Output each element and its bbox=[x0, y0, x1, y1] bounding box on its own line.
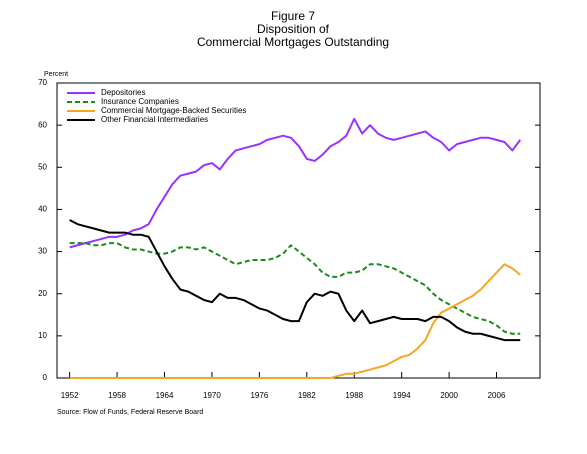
chart-title: Commercial Mortgages Outstanding bbox=[197, 35, 389, 49]
y-tick-label: 60 bbox=[38, 120, 47, 129]
x-tick-label: 2000 bbox=[440, 391, 458, 400]
series-line bbox=[69, 219, 521, 342]
x-tick-label: 1958 bbox=[108, 391, 126, 400]
series-line bbox=[69, 263, 521, 379]
legend-label: Insurance Companies bbox=[101, 97, 179, 106]
x-tick-label: 1976 bbox=[250, 391, 268, 400]
plot-frame bbox=[56, 82, 541, 379]
x-tick-label: 2006 bbox=[488, 391, 506, 400]
x-tick-label: 1982 bbox=[298, 391, 316, 400]
y-tick-label: 20 bbox=[38, 289, 47, 298]
y-axis-label: Percent bbox=[44, 71, 68, 78]
x-tick-label: 1994 bbox=[393, 391, 411, 400]
source-note: Source: Flow of Funds, Federal Reserve B… bbox=[57, 409, 203, 416]
y-tick-label: 30 bbox=[38, 247, 47, 256]
chart-title: Disposition of bbox=[257, 22, 330, 36]
x-tick-label: 1970 bbox=[203, 391, 221, 400]
series-line bbox=[69, 242, 521, 335]
y-tick-label: 10 bbox=[38, 331, 47, 340]
legend-label: Commercial Mortgage-Backed Securities bbox=[101, 106, 246, 115]
y-tick-label: 70 bbox=[38, 78, 47, 87]
legend-label: Depositories bbox=[101, 88, 145, 97]
x-tick-label: 1964 bbox=[156, 391, 174, 400]
y-tick-label: 0 bbox=[43, 373, 48, 382]
legend-label: Other Financial Intermediaries bbox=[101, 115, 208, 124]
y-tick-label: 50 bbox=[38, 162, 47, 171]
y-tick-label: 40 bbox=[38, 205, 47, 214]
x-tick-label: 1952 bbox=[61, 391, 79, 400]
series-line bbox=[69, 117, 522, 249]
chart-title: Figure 7 bbox=[271, 9, 315, 23]
x-tick-label: 1988 bbox=[345, 391, 363, 400]
